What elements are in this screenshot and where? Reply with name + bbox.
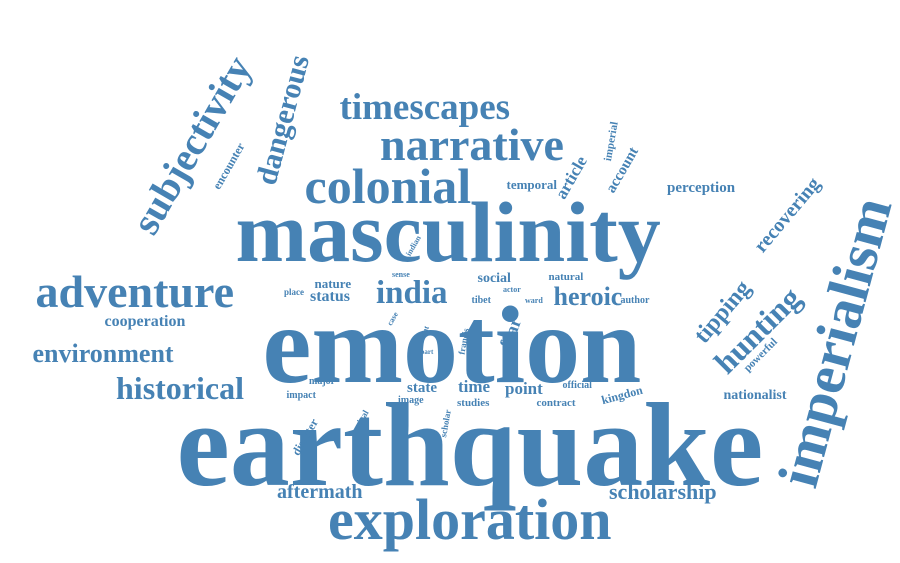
- cloud-word-impact: impact: [286, 390, 316, 401]
- cloud-word-time: time: [458, 376, 491, 396]
- cloud-word-place: place: [284, 286, 304, 297]
- cloud-word-imperial: imperial: [602, 120, 621, 162]
- cloud-word-nature: nature: [314, 275, 352, 291]
- cloud-word-point: point: [505, 378, 543, 398]
- cloud-word-studies: studies: [457, 396, 490, 409]
- cloud-word-actor: actor: [503, 285, 521, 294]
- cloud-word-narrative: narrative: [380, 119, 564, 170]
- cloud-word-historical: historical: [116, 370, 244, 406]
- cloud-word-state: state: [407, 379, 437, 396]
- cloud-word-india: india: [376, 274, 448, 311]
- cloud-word-heroic: heroic: [553, 282, 623, 311]
- cloud-word-scholarship: scholarship: [609, 479, 717, 504]
- cloud-word-environment: environment: [32, 339, 174, 368]
- cloud-word-ward: ward: [525, 296, 543, 305]
- cloud-word-masculinity: masculinity: [235, 184, 661, 280]
- cloud-word-part: part: [420, 347, 434, 356]
- cloud-word-social: social: [477, 271, 511, 286]
- cloud-word-perception: perception: [667, 179, 736, 196]
- cloud-word-adventure: adventure: [35, 266, 235, 317]
- cloud-word-emotion: emotion: [262, 284, 642, 406]
- cloud-word-natural: natural: [548, 270, 584, 283]
- cloud-word-image: image: [398, 395, 424, 406]
- cloud-word-author: author: [620, 295, 650, 306]
- cloud-word-sense: sense: [392, 270, 410, 279]
- cloud-word-major: major: [309, 376, 336, 387]
- cloud-word-imperialism: imperialism: [764, 190, 900, 494]
- cloud-word-nationalist: nationalist: [723, 388, 787, 403]
- cloud-word-recovering: recovering: [749, 173, 825, 257]
- cloud-word-timescapes: timescapes: [339, 86, 511, 128]
- cloud-word-official: official: [562, 380, 592, 391]
- cloud-word-exploration: exploration: [328, 487, 612, 552]
- cloud-word-status: status: [310, 288, 351, 305]
- cloud-word-cooperation: cooperation: [104, 313, 186, 330]
- cloud-word-tibet: tibet: [471, 295, 491, 306]
- cloud-word-aftermath: aftermath: [277, 481, 363, 503]
- cloud-word-colonial: colonial: [304, 158, 472, 214]
- cloud-word-earthquake: earthquake: [176, 378, 764, 511]
- cloud-word-contract: contract: [536, 396, 576, 409]
- cloud-word-temporal: temporal: [506, 176, 558, 192]
